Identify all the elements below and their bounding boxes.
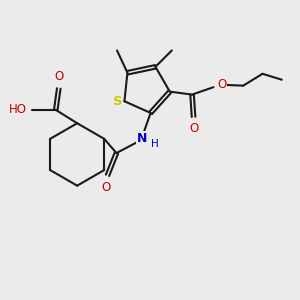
Text: O: O bbox=[101, 181, 111, 194]
Text: O: O bbox=[217, 78, 226, 91]
Text: H: H bbox=[151, 139, 159, 148]
Text: HO: HO bbox=[9, 103, 27, 116]
Text: S: S bbox=[113, 95, 123, 108]
Text: O: O bbox=[54, 70, 63, 83]
Text: O: O bbox=[189, 122, 198, 135]
Text: N: N bbox=[136, 132, 147, 145]
